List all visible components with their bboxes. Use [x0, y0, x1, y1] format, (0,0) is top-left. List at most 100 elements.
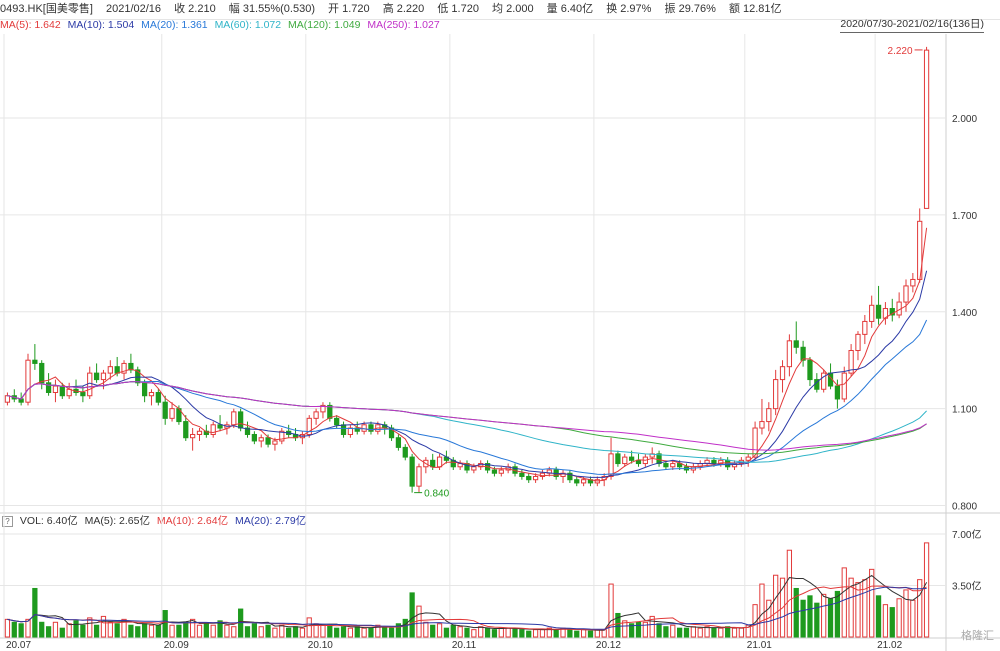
volume-bar: [670, 624, 676, 638]
candle: [169, 402, 175, 422]
candle-body: [59, 385, 65, 397]
volume-bar: [45, 626, 52, 638]
candle-body: [677, 463, 683, 468]
candle: [203, 424, 209, 438]
volume-bar: [855, 582, 861, 638]
candle: [25, 353, 31, 406]
candle-body: [491, 469, 498, 474]
volume-bar: [923, 542, 930, 638]
volume-bar: [114, 623, 120, 638]
candle-body: [196, 430, 203, 435]
volume-bar: [210, 624, 216, 638]
candle: [896, 292, 902, 319]
volume-bar: [306, 617, 312, 638]
candle-body: [800, 346, 806, 361]
volume-bar: [457, 626, 463, 638]
candle-body: [313, 411, 319, 419]
volume-bar: [450, 624, 456, 638]
candle: [135, 366, 141, 387]
volume-bar: [286, 627, 292, 638]
volume-bar: [834, 590, 841, 638]
volume-bar: [107, 621, 113, 638]
help-icon[interactable]: ?: [2, 515, 13, 527]
ma60-legend: MA(60): 1.072: [214, 19, 282, 31]
candle: [862, 314, 868, 345]
candle: [821, 369, 827, 393]
candle-body: [567, 472, 573, 481]
candle: [848, 344, 854, 377]
volume-bar: [663, 626, 669, 638]
candle-body: [841, 372, 847, 400]
time-tick-label: 20.11: [452, 640, 477, 651]
candle-body: [32, 359, 38, 364]
time-tick-label: 20.12: [596, 640, 621, 651]
candle: [875, 285, 882, 325]
volume-bar: [176, 624, 182, 638]
volume-bar: [32, 587, 38, 638]
volume-bar: [203, 623, 209, 638]
candle: [45, 373, 52, 396]
volume-bar: [388, 627, 395, 638]
candle-body: [244, 427, 251, 435]
candle: [745, 453, 751, 467]
volume-bar: [587, 630, 594, 638]
candle-body: [903, 285, 909, 303]
price-tick-label: 1.100: [952, 405, 977, 416]
candle: [773, 369, 779, 416]
candle: [786, 334, 793, 377]
volume-bar: [52, 621, 59, 638]
candle: [416, 463, 422, 493]
candle-body: [498, 469, 504, 474]
candle: [923, 46, 930, 209]
volume-bar: [869, 568, 875, 638]
candle-body: [539, 472, 546, 477]
date-range-label[interactable]: 2020/07/30-2021/02/16(136日): [840, 17, 984, 33]
candle-body: [821, 372, 827, 390]
stock-code: 0493.HK[国美零售]: [0, 3, 93, 15]
volume-bar: [580, 629, 587, 638]
volume-bar: [148, 624, 155, 638]
candle: [162, 395, 168, 425]
candle: [560, 470, 566, 483]
candle-body: [807, 359, 813, 381]
volume-bar: [347, 627, 354, 638]
candle-body: [39, 362, 45, 384]
candle: [567, 470, 573, 483]
volume-bar: [402, 618, 408, 638]
candle-body: [409, 456, 415, 487]
time-tick-label: 21.01: [747, 640, 772, 651]
volume-bar: [128, 624, 134, 638]
time-tick-label: 21.02: [877, 640, 902, 651]
volume-bar: [66, 623, 72, 638]
candle: [155, 389, 161, 406]
candle: [93, 363, 100, 383]
volume-bar: [190, 618, 196, 638]
candle: [320, 402, 326, 419]
candle: [793, 321, 799, 354]
volume-bar: [375, 624, 381, 638]
volume-bar: [368, 627, 374, 638]
candle-body: [183, 421, 189, 439]
volume-bar: [594, 629, 600, 638]
volume-bar: [505, 627, 511, 638]
volume-bar: [169, 624, 175, 638]
ma-line-5: [7, 227, 928, 482]
candle: [347, 424, 354, 438]
candle: [464, 460, 470, 474]
candle-body: [354, 427, 360, 432]
high-label: 2.220: [888, 46, 913, 57]
candle: [258, 434, 264, 448]
candle: [210, 421, 216, 438]
candle-body: [779, 366, 786, 381]
candle-body: [45, 382, 52, 394]
candle: [574, 476, 580, 487]
volume-bar: [436, 623, 443, 638]
candle: [183, 415, 189, 441]
candle-body: [155, 392, 161, 403]
candle: [800, 340, 806, 367]
candle-body: [265, 437, 271, 445]
open-price: 开 1.720: [328, 3, 370, 15]
volume-bar: [334, 627, 340, 638]
candle-body: [628, 456, 635, 461]
